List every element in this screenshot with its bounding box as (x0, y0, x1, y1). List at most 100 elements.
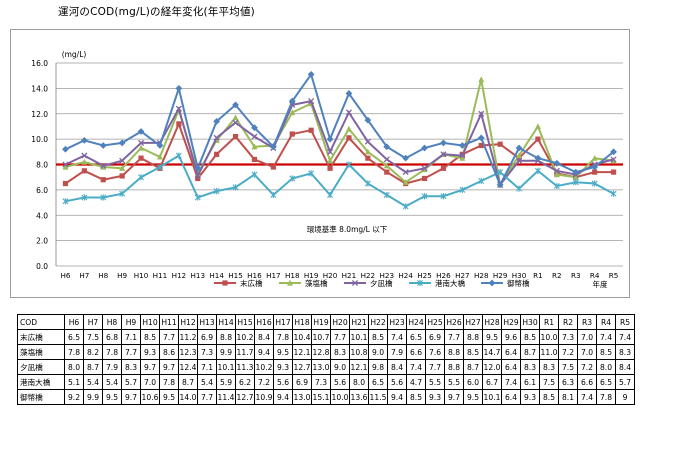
table-cell: 8.3 (121, 359, 141, 375)
table-cell: 6.7 (482, 374, 502, 390)
y-tick-label: 2.0 (36, 237, 48, 246)
table-cell: 9.5 (102, 389, 122, 405)
data-point (62, 198, 69, 205)
column-header: H21 (349, 314, 369, 330)
table-cell: 8.5 (140, 329, 160, 345)
data-point (364, 180, 371, 187)
data-point (384, 169, 390, 175)
x-tick-label: H30 (512, 271, 527, 280)
data-point (270, 164, 276, 170)
data-point (119, 157, 126, 164)
x-tick-label: H15 (228, 271, 243, 280)
table-cell: 5.5 (444, 374, 464, 390)
table-cell: 9.5 (273, 344, 293, 360)
table-cell: 8.7 (463, 359, 483, 375)
data-point (232, 184, 239, 191)
table-cell: 9.0 (330, 359, 350, 375)
table-cell: 7.3 (311, 374, 331, 390)
table-cell: 7.7 (330, 329, 350, 345)
data-point (194, 194, 201, 201)
table-cell: 9.2 (64, 389, 84, 405)
table-cell: 9.3 (520, 389, 540, 405)
table-cell: 13.0 (311, 359, 331, 375)
table-cell: 11.2 (178, 329, 198, 345)
table-cell: 7.0 (140, 374, 160, 390)
table-cell: 12.0 (482, 359, 502, 375)
table-cell: 6.9 (425, 329, 445, 345)
table-cell: 8.5 (539, 389, 559, 405)
x-tick-label: R1 (533, 271, 543, 280)
table-cell: 7.3 (558, 329, 578, 345)
table-cell: 12.7 (235, 389, 255, 405)
data-point (591, 154, 598, 161)
data-point (232, 119, 239, 126)
table-cell: 5.1 (64, 374, 84, 390)
x-tick-label: R2 (552, 271, 562, 280)
data-point (100, 177, 106, 183)
x-tick-label: H6 (60, 271, 70, 280)
data-point (383, 191, 390, 199)
table-cell: 8.8 (444, 359, 464, 375)
data-point (62, 145, 69, 153)
y-tick-label: 10.0 (31, 135, 48, 144)
page-title: 運河のCOD(mg/L)の経年変化(年平均値) (58, 6, 255, 18)
table-cell: 9.4 (273, 389, 293, 405)
data-point (308, 98, 315, 105)
table-cell: 5.6 (387, 374, 407, 390)
table-cell: 8.4 (254, 329, 274, 345)
table-cell: 7.8 (596, 389, 616, 405)
data-point (572, 168, 580, 176)
x-tick-label: H17 (266, 271, 281, 280)
table-cell: 9.4 (254, 344, 274, 360)
data-point (99, 142, 107, 149)
legend-label: 藻塩橋 (305, 278, 328, 288)
table-cell: 7.7 (425, 359, 445, 375)
data-point (383, 143, 391, 151)
data-point (440, 139, 447, 147)
data-point (213, 117, 221, 125)
data-point (421, 165, 428, 172)
data-point (176, 121, 182, 127)
data-point (421, 193, 428, 200)
table-cell: 9.3 (425, 389, 445, 405)
data-point (308, 170, 315, 177)
table-cell: 7.3 (197, 344, 217, 360)
legend-label: 末広橋 (240, 278, 263, 288)
x-tick-label: H8 (98, 271, 108, 280)
table-cell: 9.7 (444, 389, 464, 405)
x-tick-label: R3 (571, 271, 581, 280)
data-point (138, 155, 144, 161)
data-point (459, 186, 466, 193)
table-cell: 7.4 (596, 329, 616, 345)
table-cell: 4.7 (406, 374, 426, 390)
cod-line-chart: 0.0 2.0 4.0 6.0 8.0 10.0 12.0 14.0 16.0 (mg/L) H6 H… (31, 50, 623, 289)
x-tick-label: H21 (342, 271, 357, 280)
legend-marker (351, 279, 359, 287)
table-cell: 8.1 (558, 389, 578, 405)
column-header: H14 (216, 314, 236, 330)
data-point (553, 182, 560, 190)
data-point (458, 142, 466, 149)
table-cell: 5.4 (197, 374, 217, 390)
table-cell: 8.0 (596, 359, 616, 375)
column-header: H22 (368, 314, 388, 330)
data-point (232, 114, 239, 121)
data-point (402, 203, 409, 210)
data-point (440, 151, 447, 158)
x-axis-label: 年度 (593, 279, 608, 289)
x-tick-label: H13 (190, 271, 205, 280)
x-tick-label: H20 (323, 271, 338, 280)
table-cell: 8.5 (463, 344, 483, 360)
data-point (214, 151, 220, 157)
data-point (592, 169, 598, 175)
table-cell: 12.8 (311, 344, 331, 360)
table-cell: 8.5 (368, 329, 388, 345)
data-point (553, 167, 560, 174)
chart-panel: 0.0 2.0 4.0 6.0 8.0 10.0 12.0 14.0 16.0 (mg/L) H6 H… (10, 29, 630, 298)
data-point (119, 173, 125, 179)
data-point (346, 135, 352, 141)
row-label: 夕凪橋 (17, 359, 65, 375)
table-cell: 7.2 (577, 359, 597, 375)
table-cell: 7.8 (159, 374, 179, 390)
table-cell: 12.4 (178, 359, 198, 375)
